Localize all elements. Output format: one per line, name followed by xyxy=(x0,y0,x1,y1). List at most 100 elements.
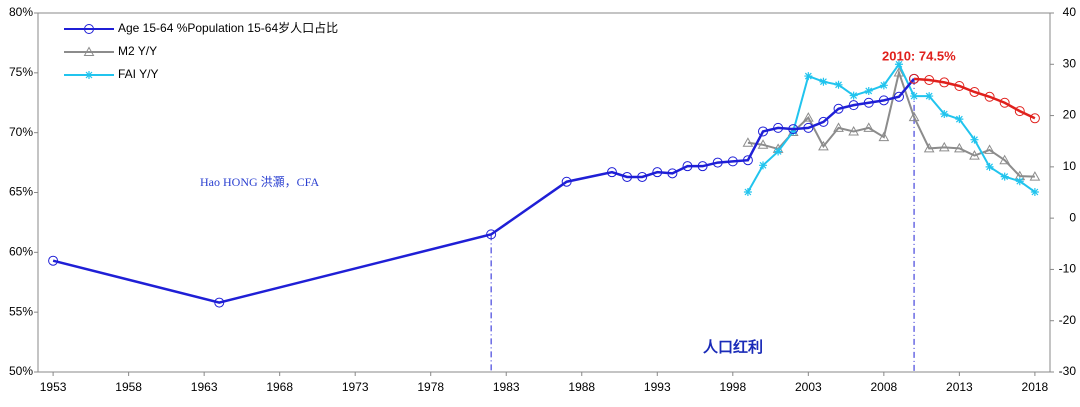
point xyxy=(1029,171,1041,181)
y-tick-label: 80% xyxy=(9,5,33,19)
point xyxy=(969,150,980,160)
point xyxy=(908,111,920,122)
point xyxy=(667,168,678,179)
point xyxy=(1000,172,1009,181)
x-tick-label: 1983 xyxy=(493,380,520,394)
point xyxy=(999,97,1010,108)
point xyxy=(938,141,950,152)
point xyxy=(1014,106,1025,117)
point xyxy=(758,126,769,137)
point xyxy=(819,77,828,86)
point xyxy=(893,91,904,102)
point xyxy=(954,80,965,91)
x-tick-label: 1968 xyxy=(266,380,293,394)
y2-tick-label: -20 xyxy=(1059,313,1077,327)
x-tick-label: 1978 xyxy=(417,380,444,394)
x-tick-label: 1973 xyxy=(342,380,369,394)
point xyxy=(818,140,829,151)
point xyxy=(984,91,995,102)
y2-tick-label: -30 xyxy=(1059,364,1077,378)
point xyxy=(925,92,934,101)
point xyxy=(1015,177,1024,186)
y-tick-label: 50% xyxy=(9,364,33,378)
point xyxy=(984,144,995,154)
series-line xyxy=(52,78,916,304)
point xyxy=(727,156,738,167)
point xyxy=(1030,187,1039,196)
series-line xyxy=(747,62,1036,193)
point xyxy=(486,229,497,240)
legend-item: M2 Y/Y xyxy=(64,44,157,58)
point xyxy=(834,80,843,89)
y2-tick-label: 10 xyxy=(1063,159,1077,173)
point xyxy=(863,97,874,108)
point xyxy=(863,122,875,132)
y-tick-label: 75% xyxy=(9,65,33,79)
y2-tick-label: -10 xyxy=(1059,262,1077,276)
legend-label: FAI Y/Y xyxy=(118,67,158,81)
point xyxy=(84,24,94,34)
legend-label: Age 15-64 %Population 15-64岁人口占比 xyxy=(118,20,338,35)
point xyxy=(757,139,769,149)
point xyxy=(878,131,890,142)
point xyxy=(818,116,829,127)
y2-tick-label: 0 xyxy=(1069,210,1076,224)
point xyxy=(742,137,754,147)
point xyxy=(743,187,752,196)
point xyxy=(833,103,844,114)
y-tick-label: 55% xyxy=(9,304,33,318)
x-tick-label: 1953 xyxy=(40,380,67,394)
point xyxy=(773,122,784,133)
point xyxy=(879,81,888,90)
point xyxy=(940,110,949,119)
x-tick-label: 2018 xyxy=(1022,380,1049,394)
point xyxy=(954,142,965,153)
point xyxy=(970,135,979,144)
point xyxy=(894,60,903,69)
point xyxy=(652,167,663,178)
point xyxy=(48,255,59,266)
x-tick-label: 1998 xyxy=(719,380,746,394)
legend-label: M2 Y/Y xyxy=(118,44,157,58)
x-tick-label: 2013 xyxy=(946,380,973,394)
x-tick-label: 2003 xyxy=(795,380,822,394)
point xyxy=(789,127,798,136)
point xyxy=(682,161,693,172)
point xyxy=(788,124,799,135)
y2-tick-label: 40 xyxy=(1063,5,1077,19)
x-tick-label: 1993 xyxy=(644,380,671,394)
point xyxy=(759,161,768,170)
point xyxy=(923,142,935,153)
point xyxy=(910,92,919,101)
x-tick-label: 1958 xyxy=(115,380,142,394)
annotation: 2010: 74.5% xyxy=(882,48,956,63)
legend-item: Age 15-64 %Population 15-64岁人口占比 xyxy=(64,20,338,35)
point xyxy=(606,167,617,178)
point xyxy=(864,86,873,95)
annotation: 人口红利 xyxy=(703,338,763,356)
legend-item: FAI Y/Y xyxy=(64,67,158,81)
point xyxy=(893,66,905,77)
point xyxy=(561,176,572,187)
point xyxy=(712,157,723,168)
point xyxy=(924,75,935,86)
point xyxy=(985,162,994,171)
x-tick-label: 1963 xyxy=(191,380,218,394)
point xyxy=(1029,113,1040,124)
point xyxy=(622,171,633,182)
point xyxy=(742,155,753,166)
point xyxy=(85,71,93,79)
series-line xyxy=(747,68,1035,178)
point xyxy=(878,95,889,106)
point xyxy=(83,46,95,56)
x-tick-label: 1988 xyxy=(568,380,595,394)
point xyxy=(969,86,980,97)
point xyxy=(214,297,225,308)
point xyxy=(955,115,964,124)
annotation: Hao HONG 洪灝，CFA xyxy=(200,174,319,189)
y-tick-label: 60% xyxy=(9,245,33,259)
series-line xyxy=(913,77,1036,120)
point xyxy=(833,122,844,132)
point xyxy=(939,77,950,88)
